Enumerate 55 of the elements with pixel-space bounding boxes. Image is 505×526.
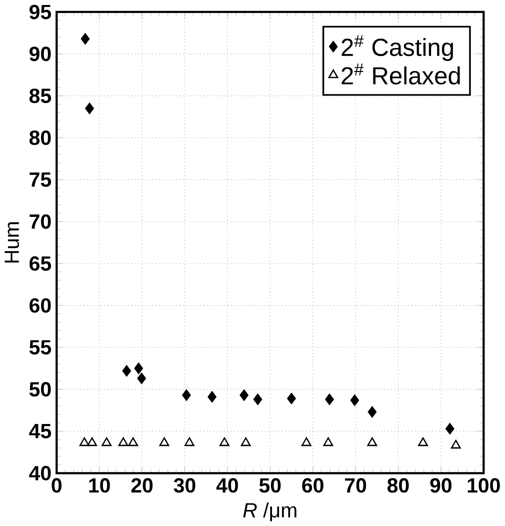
point	[159, 437, 169, 446]
y-tick-label: 70	[29, 214, 51, 229]
x-tick-label: 100	[468, 478, 500, 493]
y-tick-label: 95	[29, 4, 51, 20]
point	[86, 437, 97, 446]
y-tick-label: 90	[29, 46, 51, 62]
x-tick-label: 50	[259, 478, 280, 493]
point	[323, 437, 333, 446]
y-tick-label: 75	[29, 172, 51, 187]
x-tick-label: 0	[52, 478, 62, 493]
x-tick-label: 80	[387, 478, 409, 493]
point	[207, 391, 216, 402]
y-tick-label: 85	[29, 88, 51, 104]
point	[122, 365, 131, 376]
point	[182, 390, 191, 401]
y-tick-label: 65	[29, 256, 51, 271]
y-tick-label: 45	[28, 424, 51, 438]
legend-label: 2$^{#}$ Casting	[341, 35, 453, 61]
point	[445, 423, 454, 434]
point	[366, 437, 377, 446]
point	[450, 440, 461, 449]
point	[418, 437, 428, 446]
point	[286, 392, 296, 404]
point	[84, 102, 94, 114]
point	[253, 394, 262, 405]
x-tick-label: 10	[89, 478, 110, 493]
x-axis-title: R /μm	[242, 502, 296, 522]
point	[128, 437, 138, 446]
point	[134, 362, 143, 374]
point	[80, 33, 90, 44]
y-axis-title: Hum	[4, 222, 19, 263]
point	[240, 437, 251, 446]
x-tick-label: 60	[302, 478, 324, 493]
point	[350, 394, 359, 406]
y-tick-label: 50	[29, 382, 51, 397]
x-tick-label: 90	[430, 478, 452, 493]
point	[118, 437, 128, 446]
point	[79, 437, 90, 446]
point	[239, 390, 248, 401]
x-tick-label: 20	[131, 478, 152, 493]
x-tick-label: 70	[344, 478, 366, 493]
point	[136, 372, 146, 384]
point	[324, 394, 334, 405]
y-tick-label: 60	[29, 298, 51, 313]
x-tick-label: 30	[174, 478, 196, 493]
point	[219, 437, 230, 446]
x-tick-label: 40	[216, 478, 238, 493]
point	[301, 437, 312, 446]
y-tick-label: 80	[29, 130, 51, 146]
y-tick-label: 55	[29, 340, 51, 355]
point	[101, 437, 112, 446]
y-tick-label: 40	[28, 466, 51, 480]
point	[184, 437, 194, 446]
legend-label: 2$^{#}$ Relaxed	[341, 64, 460, 85]
point	[368, 406, 376, 418]
